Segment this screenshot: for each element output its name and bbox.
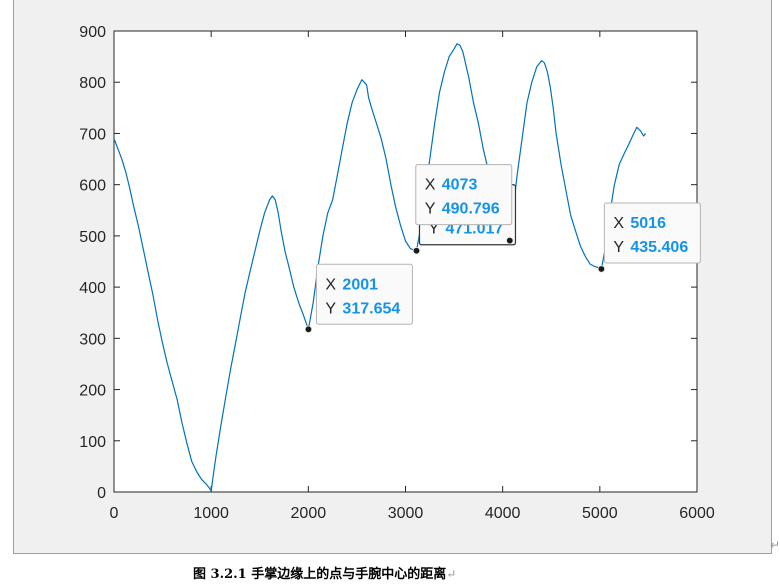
series-line — [113, 43, 646, 492]
x-tick-label: 2000 — [291, 505, 327, 522]
datatip-box[interactable] — [415, 164, 513, 226]
frame-return-icon: ↵ — [770, 538, 780, 552]
y-tick-label: 800 — [79, 75, 106, 92]
datatip-y-label: Y — [425, 201, 436, 218]
x-tick-label: 4000 — [485, 505, 521, 522]
datatip-y-value: 490.796 — [442, 201, 500, 218]
y-tick-label: 600 — [79, 178, 106, 195]
datatip-y-value: 317.654 — [342, 300, 400, 317]
datatip-box[interactable] — [315, 263, 413, 325]
datatip-y-value: 435.406 — [630, 239, 688, 256]
x-tick-label: 1000 — [193, 505, 229, 522]
caption-return-icon: ↵ — [446, 567, 457, 581]
y-tick-label: 300 — [79, 331, 106, 348]
line-chart[interactable]: 0 1000 2000 3000 4000 5000 6000 0 100 200 300 400 50… — [0, 0, 780, 560]
y-tick-label: 500 — [79, 229, 106, 246]
y-tick-label: 900 — [79, 24, 106, 41]
datatip-marker[interactable] — [412, 247, 421, 255]
datatip-marker[interactable] — [597, 265, 606, 273]
y-tick-label: 0 — [97, 485, 106, 502]
datatip-x-label: X — [613, 215, 624, 232]
datatip-x-value: 2001 — [342, 276, 378, 293]
x-tick-label: 5000 — [582, 505, 618, 522]
datatip-y-label: Y — [325, 300, 336, 317]
datatip-y-label: Y — [613, 239, 624, 256]
y-tick-label: 200 — [79, 383, 106, 400]
caption-label: 图 3.2.1 手掌边缘上的点与手腕中心的距离 — [193, 567, 447, 582]
y-tick-label: 700 — [79, 126, 106, 143]
axes-box — [113, 30, 698, 493]
datatip-x-label: X — [425, 177, 436, 194]
y-tick-label: 400 — [79, 280, 106, 297]
datatip-marker[interactable] — [304, 325, 313, 333]
x-tick-label: 6000 — [679, 505, 715, 522]
x-tick-label: 3000 — [388, 505, 424, 522]
datatip-x-value: 5016 — [630, 215, 666, 232]
datatip-box[interactable] — [603, 202, 701, 264]
datatip-x-value: 4073 — [442, 177, 478, 194]
x-tick-label: 0 — [110, 505, 119, 522]
y-tick-label: 100 — [79, 434, 106, 451]
datatip-marker[interactable] — [506, 236, 514, 245]
datatip-x-label: X — [325, 276, 336, 293]
caption-text: 图 3.2.1 手掌边缘上的点与手腕中心的距离↵ — [193, 563, 456, 582]
datatip-y-label: Y — [428, 221, 439, 238]
